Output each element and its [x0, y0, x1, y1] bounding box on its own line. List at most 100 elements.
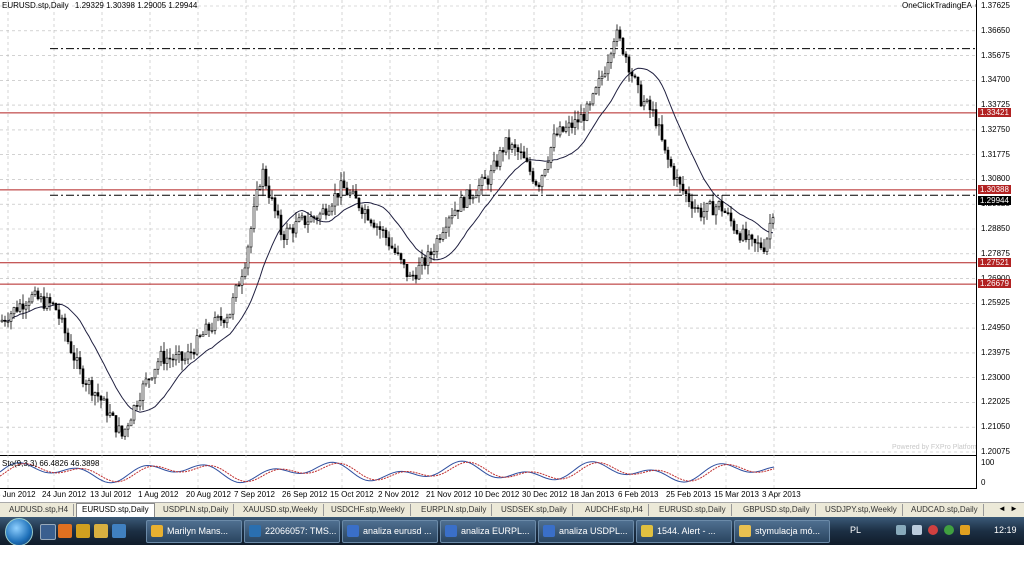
candle: [381, 225, 385, 238]
candle: [594, 86, 598, 95]
candle: [708, 199, 712, 205]
candle: [498, 146, 502, 171]
candle: [345, 181, 349, 196]
taskbar-button[interactable]: analiza EURPL...: [440, 520, 536, 543]
chart-tab-bar: AUDUSD.stp,H4 EURUSD.stp,Daily USDPLN.stp,…: [0, 502, 1024, 518]
alert-icon: [641, 525, 653, 537]
candle: [687, 186, 691, 208]
price-label: 1.25925: [981, 298, 1010, 308]
chart-tab[interactable]: EURUSD.stp,Daily: [76, 503, 155, 518]
candle: [273, 196, 277, 219]
price-label: 1.34700: [981, 75, 1010, 85]
candle: [99, 394, 103, 409]
taskbar-button[interactable]: analiza eurusd ...: [342, 520, 438, 543]
clock[interactable]: 12:19: [994, 525, 1017, 535]
candle: [183, 352, 187, 365]
candle: [438, 233, 442, 244]
candle: [729, 206, 733, 227]
update-icon[interactable]: [944, 525, 954, 535]
candle: [315, 215, 319, 225]
taskbar-button-label: analiza USDPL...: [559, 526, 628, 536]
chart-tab[interactable]: EURPLN.stp,Daily: [416, 504, 493, 516]
candle: [576, 110, 580, 130]
network-icon[interactable]: [896, 525, 906, 535]
browser-icon[interactable]: [58, 524, 72, 538]
candle: [57, 302, 61, 325]
chart-tab[interactable]: AUDUSD.stp,H4: [4, 504, 75, 516]
candle: [360, 205, 364, 219]
volume-icon[interactable]: [912, 525, 922, 535]
app-icon: [249, 525, 261, 537]
candle: [672, 163, 676, 186]
chart-tab[interactable]: GBPUSD.stp,Daily: [738, 504, 816, 516]
candle: [426, 244, 430, 275]
tab-scroll-left-button[interactable]: ◄: [998, 504, 1006, 513]
chart-tab[interactable]: USDCHF.stp,Weekly: [326, 504, 411, 516]
price-axis[interactable]: 1.37625 1.36650 1.35675 1.34700 1.33725 1.327…: [976, 0, 1024, 489]
system-tray: PL 12:19: [840, 517, 1024, 545]
candle: [459, 190, 463, 212]
taskbar-button[interactable]: Marilyn Mans...: [146, 520, 242, 543]
time-label: 2 Nov 2012: [378, 490, 419, 499]
folder-icon[interactable]: [94, 524, 108, 538]
taskbar-button[interactable]: stymulacja mó...: [734, 520, 830, 543]
candle: [264, 165, 268, 190]
media-icon[interactable]: [76, 524, 90, 538]
candle: [432, 243, 436, 261]
chart-tab[interactable]: XAUUSD.stp,Weekly: [238, 504, 324, 516]
price-chart[interactable]: [0, 0, 976, 455]
chart-tab[interactable]: AUDCHF.stp,H4: [580, 504, 649, 516]
chart-tab[interactable]: AUDCAD.stp,Daily: [906, 504, 984, 516]
taskbar-button[interactable]: 22066057: TMS...: [244, 520, 340, 543]
candle: [444, 217, 448, 239]
app-icon[interactable]: [112, 524, 126, 538]
taskbar-button-label: stymulacja mó...: [755, 526, 821, 536]
candle: [534, 179, 538, 187]
candle: [609, 51, 613, 69]
candle: [636, 76, 640, 94]
candle: [54, 302, 58, 311]
candle: [129, 418, 133, 427]
candle: [465, 189, 469, 208]
stochastic-signal-line: [0, 461, 775, 483]
candle: [174, 345, 178, 366]
candle: [669, 156, 673, 168]
level-price-tag: 1.33421: [978, 107, 1011, 117]
candle: [330, 202, 334, 216]
candle: [126, 422, 130, 438]
stochastic-panel[interactable]: [0, 455, 976, 489]
language-indicator[interactable]: PL: [850, 525, 862, 535]
candle: [90, 376, 94, 402]
antivirus-icon[interactable]: [928, 525, 938, 535]
candle: [714, 203, 718, 225]
taskbar-button[interactable]: analiza USDPL...: [538, 520, 634, 543]
candle: [93, 391, 97, 406]
candle: [246, 244, 250, 276]
candle: [63, 313, 67, 342]
candle: [144, 372, 148, 387]
price-label: 1.26900: [981, 273, 1010, 283]
chart-tab[interactable]: EURUSD.stp,Daily: [654, 504, 732, 516]
candle: [252, 196, 256, 233]
candle: [747, 230, 751, 250]
tab-scroll-right-button[interactable]: ►: [1010, 504, 1018, 513]
candle: [456, 209, 460, 219]
chart-tab[interactable]: USDPLN.stp,Daily: [158, 504, 235, 516]
candle: [630, 68, 634, 83]
candle: [771, 213, 775, 229]
candle: [537, 182, 541, 192]
candle: [96, 383, 100, 403]
tray-app-icon[interactable]: [960, 525, 970, 535]
candle: [156, 357, 160, 375]
candle: [195, 328, 199, 356]
chart-tab[interactable]: USDSEK.stp,Daily: [496, 504, 573, 516]
chart-tab[interactable]: USDJPY.stp,Weekly: [820, 504, 903, 516]
candle: [510, 142, 514, 153]
candle: [48, 293, 52, 311]
candle: [741, 224, 745, 242]
candle: [9, 310, 13, 330]
taskbar-button[interactable]: 1544. Alert - ...: [636, 520, 732, 543]
start-button[interactable]: [5, 518, 33, 546]
show-desktop-icon[interactable]: [40, 524, 56, 540]
